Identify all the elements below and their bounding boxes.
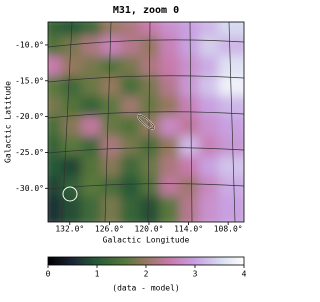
y-tick-label: -30.0° xyxy=(15,184,44,193)
image-cell xyxy=(218,196,244,222)
colorbar xyxy=(47,256,245,266)
x-tick-label: 126.0° xyxy=(95,225,124,234)
colorbar-label: (data - model) xyxy=(112,284,179,293)
colorbar-tick-label: 0 xyxy=(46,270,51,279)
psf-circle xyxy=(62,186,78,202)
colorbar-tick-label: 4 xyxy=(242,270,247,279)
y-tick-label: -10.0° xyxy=(15,40,44,49)
axes-frame xyxy=(47,21,245,223)
image xyxy=(48,22,244,222)
chart: M31, zoom 0 Galactic Longitude Galactic … xyxy=(4,5,247,293)
x-tick-label: 120.0° xyxy=(135,225,164,234)
x-tick-label: 108.0° xyxy=(214,225,243,234)
y-axis-label: Galactic Latitude xyxy=(4,81,13,163)
x-tick-label: 114.0° xyxy=(174,225,203,234)
y-tick-label: -20.0° xyxy=(15,112,44,121)
x-axis-label: Galactic Longitude xyxy=(103,236,190,245)
y-tick-label: -25.0° xyxy=(15,148,44,157)
y-tick-label: -15.0° xyxy=(15,76,44,85)
m31-ellipse-outline xyxy=(137,114,155,130)
colorbar-tick-label: 1 xyxy=(95,270,100,279)
colorbar-tick-label: 3 xyxy=(193,270,198,279)
chart-title: M31, zoom 0 xyxy=(113,5,179,16)
colorbar-tick-label: 2 xyxy=(144,270,149,279)
x-tick-label: 132.0° xyxy=(55,225,84,234)
